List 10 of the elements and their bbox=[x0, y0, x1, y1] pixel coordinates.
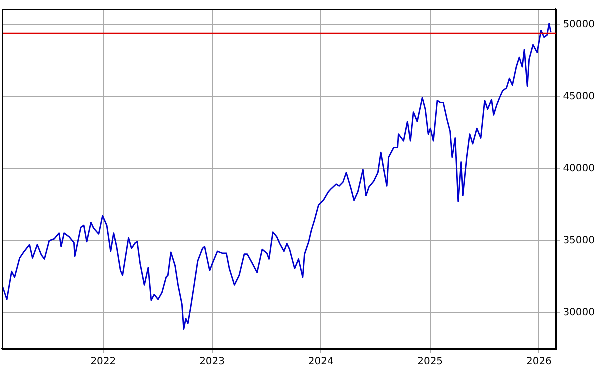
y-tick-label: 35000 bbox=[563, 236, 595, 247]
x-tick-label: 2026 bbox=[526, 356, 552, 368]
x-tick-label: 2025 bbox=[418, 356, 444, 368]
y-tick-label: 45000 bbox=[563, 91, 595, 102]
y-tick-label: 40000 bbox=[563, 164, 595, 175]
x-tick-label: 2024 bbox=[308, 356, 334, 368]
x-tick-label: 2023 bbox=[200, 356, 226, 368]
y-tick-label: 30000 bbox=[563, 308, 595, 319]
y-tick-label: 50000 bbox=[563, 19, 595, 30]
x-tick-label: 2022 bbox=[90, 356, 116, 368]
